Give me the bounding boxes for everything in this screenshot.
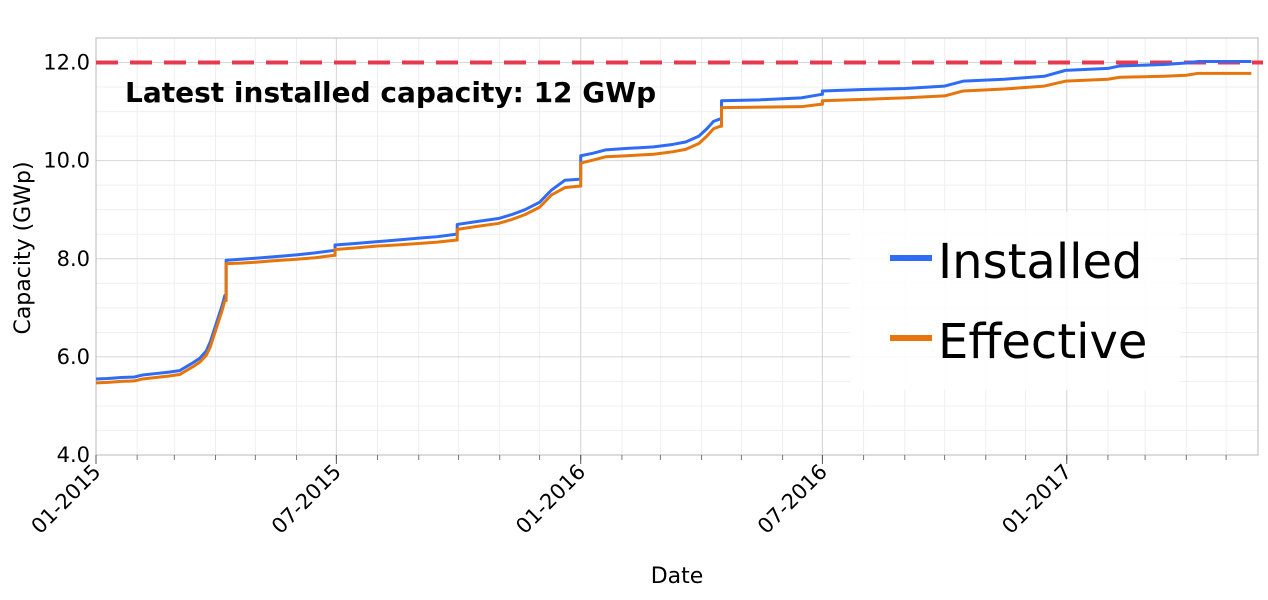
series-layer xyxy=(95,60,1252,385)
y-tick-label: 4.0 xyxy=(57,443,90,467)
legend-label-effective: Effective xyxy=(938,314,1147,370)
series-line-installed xyxy=(95,60,1252,381)
legend-label-installed: Installed xyxy=(938,234,1143,290)
x-tick-label: 07-2016 xyxy=(753,460,832,539)
x-tick-label: 01-2015 xyxy=(27,460,106,539)
annotation-text: Latest installed capacity: 12 GWp xyxy=(125,76,656,109)
series-line-effective xyxy=(95,71,1252,385)
y-axis-title: Capacity (GWp) xyxy=(11,161,36,334)
y-tick-label: 6.0 xyxy=(57,345,90,369)
legend-background xyxy=(850,212,1180,390)
legend: Installed Effective xyxy=(850,212,1180,390)
y-tick-label: 8.0 xyxy=(57,247,90,271)
x-axis-title: Date xyxy=(651,564,704,589)
x-tick-label: 01-2017 xyxy=(997,460,1076,539)
x-tick-label: 07-2015 xyxy=(267,460,346,539)
y-tick-label: 12.0 xyxy=(43,51,90,75)
y-tick-label: 10.0 xyxy=(43,149,90,173)
plot-frame xyxy=(95,37,1259,456)
x-tick-label: 01-2016 xyxy=(511,460,590,539)
x-axis-ticks: 01-2015 07-2015 01-2016 07-2016 01-2017 xyxy=(27,455,1227,539)
y-axis-ticks: 4.0 6.0 8.0 10.0 12.0 xyxy=(43,51,90,467)
